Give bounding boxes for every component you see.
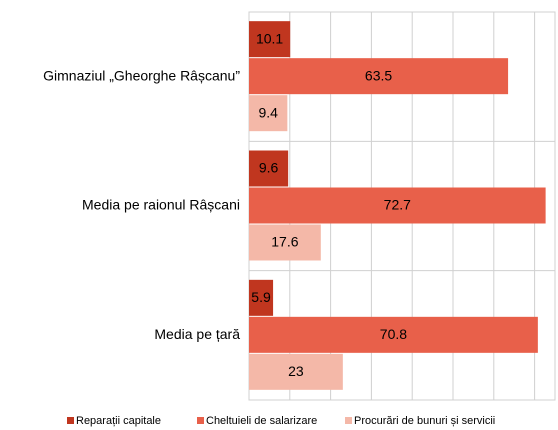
category-label: Media pe raionul Râșcani (82, 197, 240, 213)
bar (249, 21, 291, 58)
bar (249, 187, 546, 224)
legend-swatch (197, 417, 204, 424)
legend-label: Reparații capitale (76, 415, 161, 427)
value-label: 9.4 (258, 104, 278, 120)
legend-swatch (345, 417, 352, 424)
value-label: 70.8 (380, 326, 407, 342)
legend-swatch (67, 417, 74, 424)
bar (249, 353, 343, 390)
bar (249, 95, 288, 132)
value-label: 10.1 (256, 30, 283, 46)
bar (249, 279, 274, 316)
category-label: Media pe țară (154, 326, 240, 342)
value-label: 5.9 (251, 289, 271, 305)
category-label: Gimnaziul „Gheorghe Râșcanu” (43, 67, 240, 83)
bar (249, 316, 538, 353)
value-label: 63.5 (365, 67, 392, 83)
value-label: 23 (288, 363, 304, 379)
bar (249, 224, 321, 261)
value-label: 9.6 (259, 160, 279, 176)
legend-label: Procurări de bunuri și servicii (354, 415, 495, 427)
value-label: 17.6 (271, 234, 298, 250)
legend-label: Cheltuieli de salarizare (206, 415, 317, 427)
value-label: 72.7 (384, 197, 411, 213)
bar (249, 150, 289, 187)
bar (249, 58, 509, 95)
